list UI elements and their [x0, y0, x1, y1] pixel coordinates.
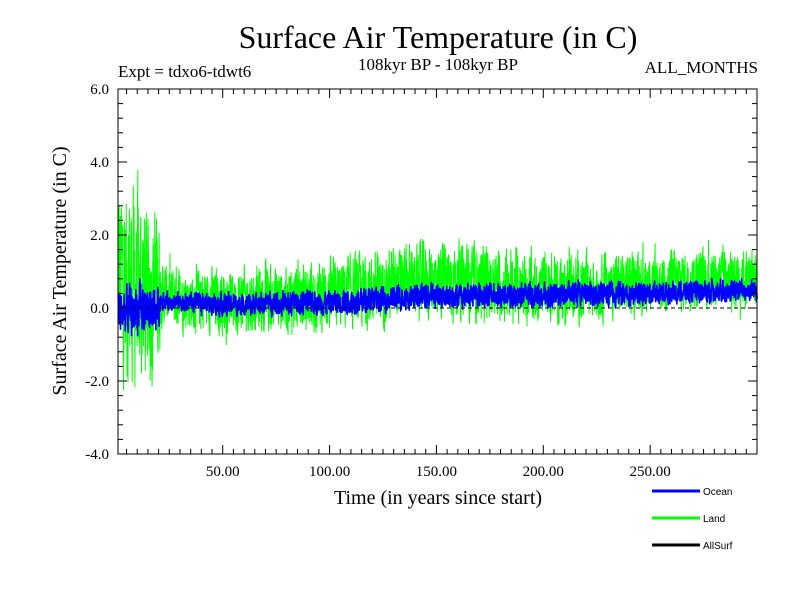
- series-layer: [117, 170, 758, 390]
- x-tick-label: 100.00: [309, 464, 350, 480]
- y-tick-label: 6.0: [90, 82, 109, 98]
- y-tick-label: 0.0: [90, 301, 109, 317]
- chart-subtitle-center: 108kyr BP - 108kyr BP: [358, 55, 518, 74]
- legend-label-ocean: Ocean: [703, 487, 732, 498]
- series-line-ocean: [117, 277, 758, 337]
- chart-title: Surface Air Temperature (in C): [239, 19, 638, 55]
- plot-frame: [117, 88, 758, 455]
- legend-label-allsurf: AllSurf: [703, 541, 733, 552]
- x-tick-label: 200.00: [523, 464, 564, 480]
- y-tick-label: 2.0: [90, 228, 109, 244]
- legend: Ocean Land AllSurf: [652, 487, 733, 552]
- x-axis-label: Time (in years since start): [334, 487, 542, 509]
- axes-layer: 50.00 100.00 150.00 200.00 250.00 -4.0 -2.0 0.0…: [85, 82, 758, 480]
- x-tick-label: 250.00: [630, 464, 671, 480]
- legend-label-land: Land: [703, 514, 725, 525]
- y-tick-label: -4.0: [85, 447, 109, 463]
- chart-subtitle-right: ALL_MONTHS: [645, 58, 758, 77]
- series-line-land: [117, 170, 758, 390]
- x-tick-label: 150.00: [416, 464, 457, 480]
- chart-subtitle-left: Expt = tdxo6-tdwt6: [118, 62, 251, 81]
- x-tick-label: 50.00: [206, 464, 240, 480]
- y-tick-label: -2.0: [85, 374, 109, 390]
- y-tick-label: 4.0: [90, 155, 109, 171]
- y-axis-label: Surface Air Temperature (in C): [49, 146, 71, 395]
